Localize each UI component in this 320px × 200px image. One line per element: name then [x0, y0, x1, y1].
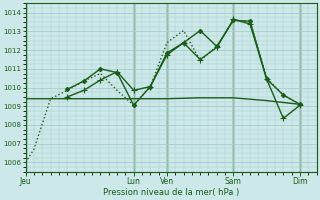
X-axis label: Pression niveau de la mer( hPa ): Pression niveau de la mer( hPa ) — [103, 188, 239, 197]
